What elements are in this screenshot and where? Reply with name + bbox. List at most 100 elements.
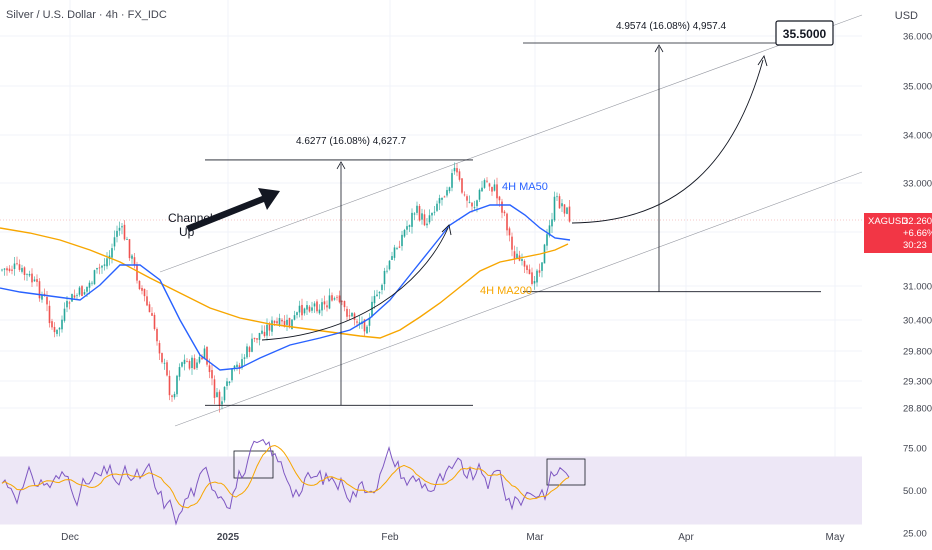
candle	[141, 288, 143, 291]
candle	[166, 362, 168, 376]
candle	[256, 338, 258, 340]
candle	[568, 206, 571, 222]
candle	[26, 273, 28, 275]
candle	[226, 381, 228, 386]
candle	[198, 356, 201, 363]
ma50-line	[0, 204, 571, 371]
candle	[133, 257, 136, 266]
candle	[238, 365, 241, 369]
candle	[386, 270, 388, 272]
candle	[396, 248, 398, 250]
ma50-label: 4H MA50	[502, 181, 548, 193]
candle	[191, 357, 193, 369]
y-tick-label: 31.0000	[903, 282, 932, 293]
candle	[78, 287, 81, 295]
candle	[8, 268, 11, 271]
candle	[103, 264, 106, 266]
candle	[183, 359, 186, 364]
candle	[66, 300, 68, 308]
candle	[131, 255, 133, 259]
candle	[101, 265, 103, 268]
candle	[551, 219, 553, 227]
candle	[53, 326, 56, 333]
candle	[328, 295, 331, 309]
candle	[136, 264, 138, 281]
candle	[508, 228, 511, 236]
ma200-line	[0, 227, 569, 339]
candle	[6, 268, 8, 271]
candle	[196, 362, 198, 368]
candle	[356, 321, 358, 323]
candle	[76, 295, 78, 297]
candle	[448, 187, 451, 192]
candle	[276, 321, 278, 324]
left-measure-label: 4.6277 (16.08%) 4,627.7	[296, 136, 407, 147]
price-tag-change: +6.66%	[903, 228, 932, 239]
x-tick-label: Mar	[526, 532, 544, 543]
candle	[206, 346, 208, 365]
candle	[563, 204, 566, 214]
candle	[358, 322, 361, 324]
candle	[421, 213, 423, 220]
candle	[556, 196, 558, 198]
rsi-band	[0, 456, 862, 525]
candle	[506, 213, 508, 231]
candle	[501, 201, 503, 213]
candle	[423, 214, 426, 226]
candle	[406, 226, 408, 230]
candle	[51, 321, 53, 328]
candle	[21, 268, 23, 272]
past-curve-arrow	[261, 227, 449, 341]
candle	[298, 305, 301, 313]
candle	[528, 269, 531, 275]
rsi-tick-label: 25.00	[903, 529, 927, 540]
candle	[151, 313, 153, 316]
candle	[111, 248, 113, 258]
x-tick-label: Apr	[678, 532, 694, 543]
candle	[63, 308, 66, 321]
y-tick-label: 33.0000	[903, 179, 932, 190]
candle	[291, 319, 293, 330]
candle	[116, 230, 118, 237]
candle	[31, 273, 33, 283]
candle	[123, 224, 126, 240]
candle	[516, 253, 518, 259]
candle	[153, 314, 156, 330]
candle	[318, 309, 321, 314]
candle	[561, 203, 563, 207]
candle	[106, 258, 108, 267]
candle	[138, 280, 141, 290]
y-tick-label: 29.8000	[903, 347, 932, 358]
candle	[36, 279, 38, 282]
candle	[511, 236, 513, 250]
past-curve-arrowhead	[441, 224, 452, 236]
candle	[383, 270, 386, 285]
candle	[118, 227, 121, 231]
candle	[273, 320, 276, 323]
candle	[503, 211, 506, 214]
candle	[148, 304, 151, 313]
candle	[363, 319, 366, 332]
candle	[278, 318, 281, 326]
candle	[168, 375, 171, 396]
candle	[311, 307, 313, 311]
candle	[541, 262, 543, 271]
candle	[418, 206, 421, 221]
candle	[208, 365, 211, 373]
candle	[236, 364, 238, 367]
candle	[28, 274, 31, 276]
candle	[211, 370, 213, 379]
candle	[176, 375, 178, 395]
target-box	[775, 20, 834, 46]
candle	[261, 330, 263, 334]
candle	[178, 367, 181, 377]
candle	[341, 300, 343, 302]
candle	[453, 167, 456, 172]
channel-arrow-icon	[186, 188, 280, 232]
y-tick-label: 35.0000	[903, 82, 932, 93]
price-tag-timer: 30:23	[903, 240, 927, 251]
chart-title: Silver / U.S. Dollar · 4h · FX_IDC	[6, 9, 167, 21]
y-tick-label: 36.0000	[903, 32, 932, 43]
candle	[306, 305, 308, 310]
